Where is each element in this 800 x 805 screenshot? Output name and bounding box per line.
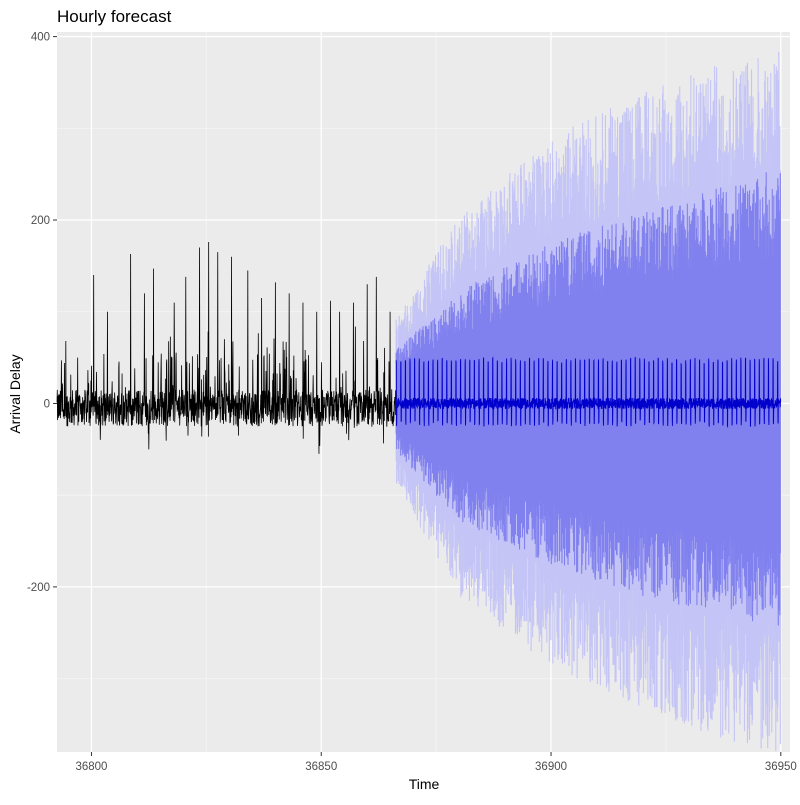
y-axis: -200 0 200 400 bbox=[27, 32, 57, 594]
chart-title: Hourly forecast bbox=[57, 7, 172, 26]
x-tick-label: 36950 bbox=[765, 761, 797, 773]
x-tick-label: 36800 bbox=[75, 761, 107, 773]
historical-series bbox=[56, 242, 397, 454]
x-axis-title: Time bbox=[409, 776, 440, 792]
x-tick-label: 36900 bbox=[535, 761, 567, 773]
point-forecast-line bbox=[395, 356, 782, 429]
y-axis-title: Arrival Delay bbox=[7, 354, 23, 433]
y-tick-label: -200 bbox=[27, 582, 50, 594]
point-forecast-series bbox=[395, 356, 782, 429]
y-tick-label: 0 bbox=[44, 398, 50, 410]
x-tick-label: 36850 bbox=[305, 761, 337, 773]
x-axis: 36800 36850 36900 36950 bbox=[75, 752, 797, 773]
y-tick-label: 400 bbox=[31, 32, 50, 44]
y-tick-label: 200 bbox=[31, 215, 50, 227]
